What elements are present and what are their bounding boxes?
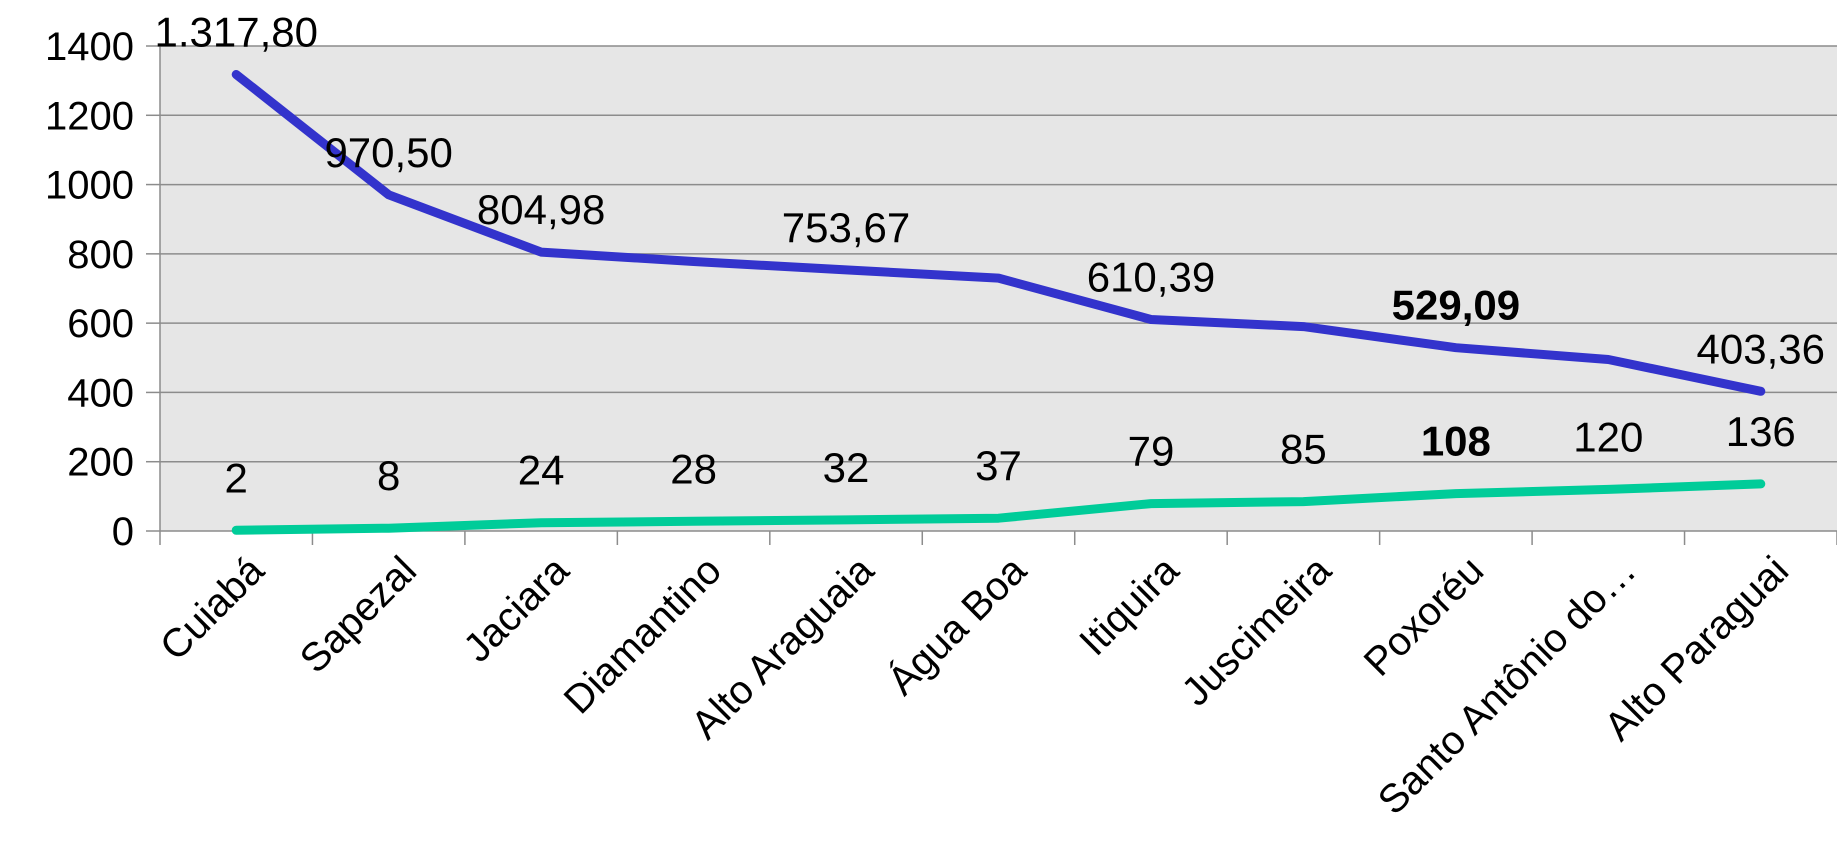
data-label: 8 [377,452,400,499]
y-tick-label: 1000 [45,164,134,208]
data-label: 120 [1573,413,1643,460]
x-tick-label: Santo Antônio do… [1370,548,1645,823]
gridlines [160,45,1837,463]
y-tick-label: 0 [112,510,134,554]
y-tick-label: 600 [67,302,134,346]
x-tick-label: Itiquira [1071,548,1188,665]
data-label: 804,98 [477,186,605,233]
data-label: 28 [670,445,717,492]
data-label: 610,39 [1087,254,1215,301]
data-labels: 1.317,80 970,50 804,98 753,67 610,39 529,09 40… [154,8,1825,501]
data-label: 108 [1421,418,1491,465]
data-label: 85 [1280,426,1327,473]
y-tick-label: 400 [67,371,134,415]
x-tick-label: Sapezal [292,548,425,681]
x-tick-label: Poxoréu [1356,548,1492,684]
axes [159,46,1837,532]
series-lines [231,70,1766,535]
x-tick-label: Água Boa [879,547,1036,704]
plot-area [160,46,1837,531]
data-label: 37 [975,442,1022,489]
data-label: 32 [823,444,870,491]
y-tick-label: 1400 [45,25,134,69]
y-tick-label: 800 [67,233,134,277]
x-tick-label: Cuiabá [152,548,273,669]
data-label: 79 [1128,428,1175,475]
data-label: 1.317,80 [154,8,318,55]
y-tick-label: 1200 [45,94,134,138]
x-tick-label: Jaciara [455,548,578,671]
data-label: 529,09 [1392,282,1520,329]
y-tick-label: 200 [67,441,134,485]
data-label: 136 [1726,408,1796,455]
x-tick-label: Juscimeira [1173,548,1340,715]
data-label: 403,36 [1697,325,1825,372]
data-label: 2 [225,454,248,501]
data-label: 24 [518,447,565,494]
data-label: 753,67 [782,204,910,251]
y-axis-ticks: 0 200 400 600 800 1000 1200 1400 [45,25,160,554]
data-label: 970,50 [324,129,452,176]
